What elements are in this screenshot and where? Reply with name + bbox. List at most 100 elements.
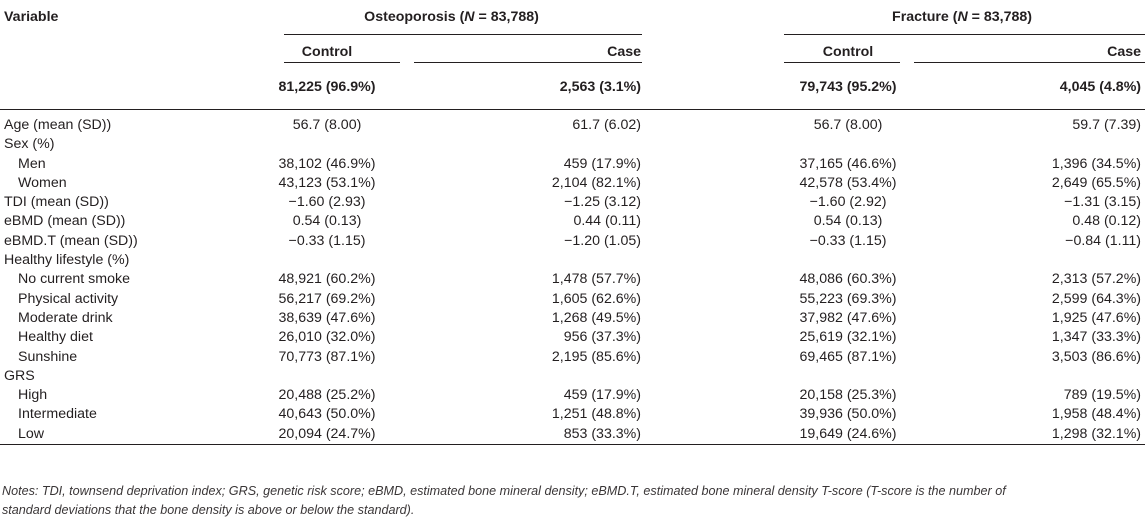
row-label: Men <box>18 155 46 172</box>
group-header-row: Variable Osteoporosis (N = 83,788) Fract… <box>0 6 1145 38</box>
cell-value: 2,195 (85.6%) <box>551 348 642 365</box>
cell-value: −1.25 (3.12) <box>564 194 642 211</box>
cell-value: 42,578 (53.4%) <box>799 174 897 191</box>
cell-value: −1.20 (1.05) <box>564 232 642 249</box>
osteoporosis-header-rule <box>284 34 642 35</box>
cell-value: 2,313 (57.2%) <box>1051 271 1142 288</box>
cell-value <box>779 367 917 386</box>
fracture-control-total: 79,743 (95.2%) <box>779 65 918 110</box>
cell-value <box>917 367 1145 386</box>
osteoporosis-case-total: 2,563 (3.1%) <box>396 65 646 110</box>
cell-value: 0.54 (0.13) <box>292 213 362 230</box>
cell-value: 37,982 (47.6%) <box>799 309 897 326</box>
cell-value: −1.60 (2.92) <box>809 194 887 211</box>
table-row: No current smoke 48,921 (60.2%) 1,478 (57.… <box>0 270 1145 289</box>
cell-value: 3,503 (86.6%) <box>1051 348 1142 365</box>
cell-value: 1,478 (57.7%) <box>551 271 642 288</box>
cell-value: 2,599 (64.3%) <box>1051 290 1142 307</box>
cell-value <box>917 135 1145 154</box>
cell-value: 61.7 (6.02) <box>572 117 642 133</box>
fracture-case-total: 4,045 (4.8%) <box>917 65 1145 110</box>
osteoporosis-case-header: Case <box>607 43 642 60</box>
row-label: Age (mean (SD)) <box>4 117 112 133</box>
table-row: eBMD.T (mean (SD)) −0.33 (1.15) −1.20 (1.0… <box>0 232 1145 251</box>
cell-value: 2,649 (65.5%) <box>1051 174 1142 191</box>
cell-value: 20,094 (24.7%) <box>258 424 396 446</box>
row-label: Sex (%) <box>4 136 55 153</box>
row-label: eBMD (mean (SD)) <box>4 213 126 230</box>
row-label: GRS <box>4 367 35 384</box>
cell-value: 37,165 (46.6%) <box>799 155 897 172</box>
baseline-characteristics-table: Variable Osteoporosis (N = 83,788) Fract… <box>0 6 1145 446</box>
row-label: Healthy lifestyle (%) <box>4 252 130 269</box>
fracture-header-rule <box>784 34 1145 35</box>
cell-value: 2,104 (82.1%) <box>551 174 642 191</box>
cell-value <box>396 135 645 154</box>
table-notes: Notes: TDI, townsend deprivation index; … <box>2 482 1140 520</box>
row-label: TDI (mean (SD)) <box>4 194 109 211</box>
cell-value: 459 (17.9%) <box>563 155 642 172</box>
cell-value: 1,347 (33.3%) <box>1051 329 1142 346</box>
fracture-control-rule <box>784 62 900 63</box>
cell-value: 1,268 (49.5%) <box>551 309 642 326</box>
row-label: Healthy diet <box>18 329 93 346</box>
variable-header: Variable <box>4 9 59 25</box>
cell-value: 0.54 (0.13) <box>813 213 883 230</box>
osteoporosis-n-value: = 83,788) <box>474 9 539 25</box>
table-row: Men 38,102 (46.9%) 459 (17.9%) 37,165 (46.6… <box>0 155 1145 174</box>
cell-value: 956 (37.3%) <box>563 329 642 346</box>
cell-value: 39,936 (50.0%) <box>799 406 897 423</box>
table-row: Physical activity 56,217 (69.2%) 1,605 (62… <box>0 290 1145 309</box>
row-label: eBMD.T (mean (SD)) <box>4 232 138 249</box>
cell-value: −0.33 (1.15) <box>809 232 887 249</box>
cell-value: 59.7 (7.39) <box>1072 117 1142 133</box>
osteoporosis-group-header: Osteoporosis (N = 83,788) <box>258 6 645 38</box>
row-label: No current smoke <box>18 271 130 288</box>
cell-value: 1,251 (48.8%) <box>551 406 642 423</box>
cell-value: 25,619 (32.1%) <box>799 329 897 346</box>
table-row: Low 20,094 (24.7%) 853 (33.3%) 19,649 (24.6… <box>0 424 1145 446</box>
cell-value <box>258 135 396 154</box>
table-row: TDI (mean (SD)) −1.60 (2.93) −1.25 (3.12) −… <box>0 193 1145 212</box>
cell-value: 1,298 (32.1%) <box>917 424 1145 446</box>
row-label: Intermediate <box>18 406 97 423</box>
cell-value: −1.60 (2.93) <box>288 194 366 211</box>
cell-value: 0.44 (0.11) <box>573 213 642 230</box>
table-row: Age (mean (SD)) 56.7 (8.00) 61.7 (6.02) 56.… <box>0 116 1145 135</box>
table-row: Moderate drink 38,639 (47.6%) 1,268 (49.5%… <box>0 309 1145 328</box>
fracture-title: Fracture ( <box>892 9 958 25</box>
osteoporosis-control-total: 81,225 (96.9%) <box>258 65 396 110</box>
row-label: Women <box>18 174 67 191</box>
cell-value: 0.48 (0.12) <box>1072 213 1142 230</box>
row-label: Moderate drink <box>18 309 113 326</box>
cell-value: −0.33 (1.15) <box>288 232 366 249</box>
cell-value: 70,773 (87.1%) <box>278 348 376 365</box>
cell-value: 56.7 (8.00) <box>813 117 883 133</box>
cell-value: −0.84 (1.11) <box>1065 232 1142 249</box>
cell-value <box>779 135 917 154</box>
cell-value: 48,086 (60.3%) <box>799 271 897 288</box>
cell-value: 56.7 (8.00) <box>292 117 362 133</box>
osteoporosis-n-label: N <box>464 9 475 25</box>
subheader-row: Control Case Control Case <box>0 38 1145 65</box>
totals-row: 81,225 (96.9%) 2,563 (3.1%) 79,743 (95.2… <box>0 65 1145 110</box>
cell-value: 38,102 (46.9%) <box>278 155 376 172</box>
cell-value: 40,643 (50.0%) <box>278 406 376 423</box>
row-label: Low <box>0 424 258 446</box>
fracture-n-label: N <box>957 9 968 25</box>
row-label: Sunshine <box>18 348 78 365</box>
cell-value: 1,958 (48.4%) <box>1051 406 1142 423</box>
osteoporosis-control-header: Control <box>301 43 353 60</box>
cell-value: 1,925 (47.6%) <box>1051 309 1142 326</box>
fracture-case-header: Case <box>1107 43 1142 60</box>
cell-value: 55,223 (69.3%) <box>799 290 897 307</box>
cell-value: 20,158 (25.3%) <box>799 387 897 404</box>
cell-value: 789 (19.5%) <box>1063 387 1142 404</box>
cell-value <box>779 251 917 270</box>
table-row: Healthy lifestyle (%) <box>0 251 1145 270</box>
table-row: High 20,488 (25.2%) 459 (17.9%) 20,158 (25.… <box>0 386 1145 405</box>
notes-line-1: Notes: TDI, townsend deprivation index; … <box>2 484 1006 498</box>
cell-value: 459 (17.9%) <box>563 387 642 404</box>
cell-value: 48,921 (60.2%) <box>278 271 376 288</box>
